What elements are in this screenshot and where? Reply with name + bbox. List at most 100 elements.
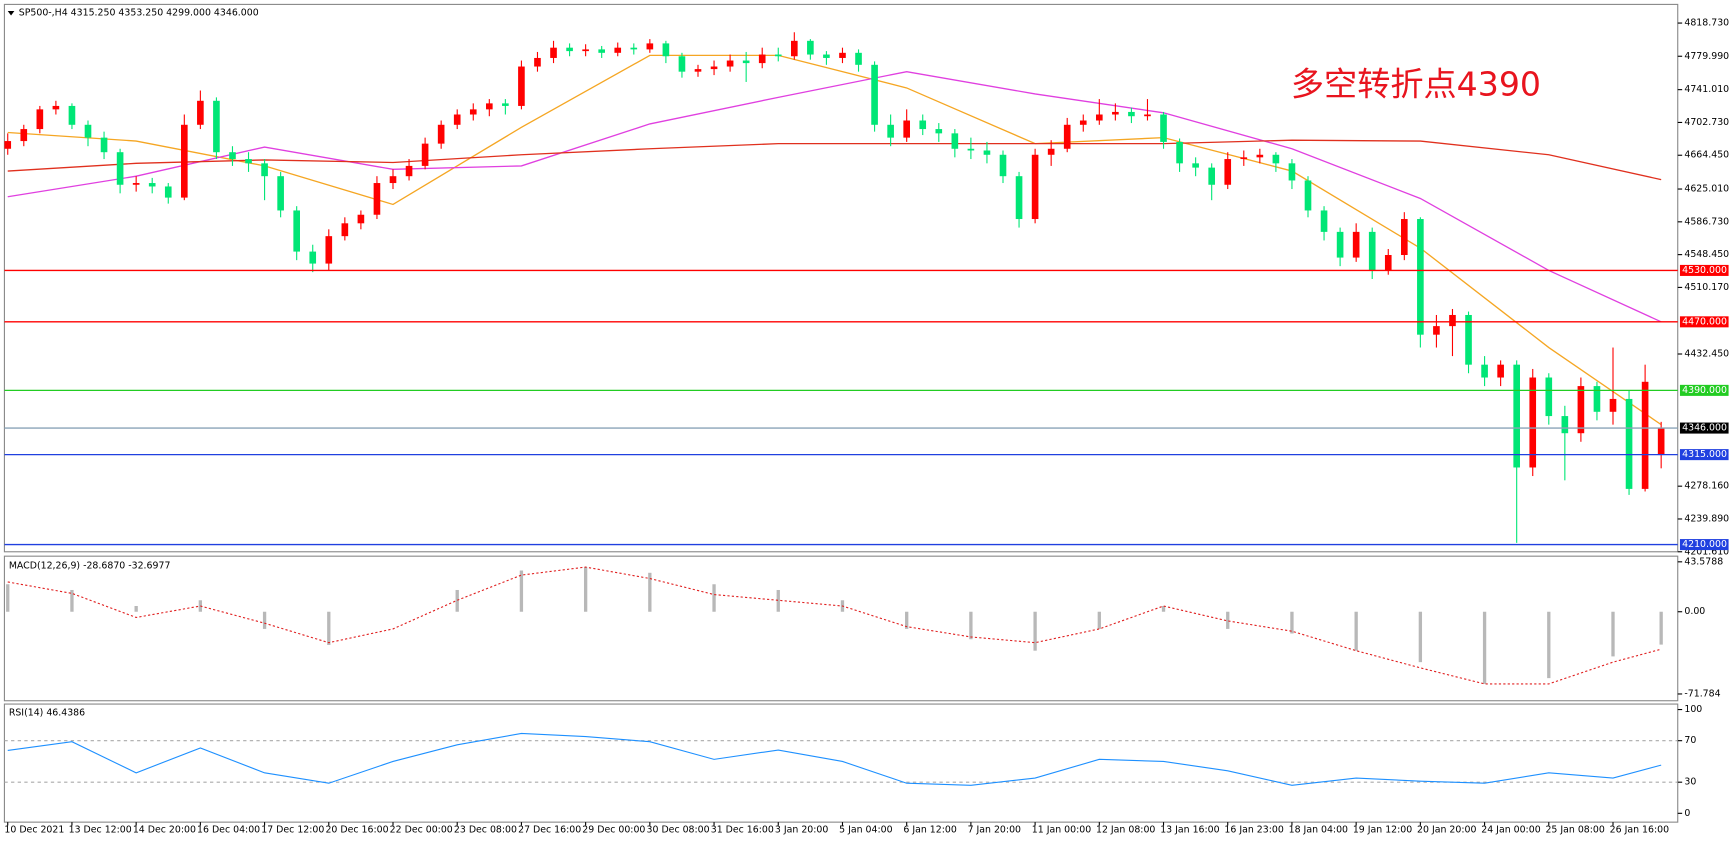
candle-body	[823, 54, 830, 58]
candle-body	[405, 165, 413, 177]
candle-body	[502, 103, 509, 106]
y-tick-label: 4278.160	[1684, 481, 1729, 492]
candle-body	[1288, 163, 1296, 181]
candle-body	[1465, 314, 1472, 365]
macd-title: MACD(12,26,9) -28.6870 -32.6977	[9, 561, 171, 572]
x-tick-label: 18 Jan 04:00	[1289, 824, 1348, 835]
candle-body	[1063, 124, 1071, 149]
candle-body	[309, 251, 317, 264]
x-tick-label: 30 Dec 08:00	[647, 824, 710, 835]
rsi-panel	[3, 703, 1679, 823]
x-tick-label: 14 Dec 20:00	[133, 824, 196, 835]
y-tick-label: 4432.450	[1684, 349, 1729, 360]
y-tick-label: 43.5788	[1684, 556, 1723, 567]
candle-body	[453, 114, 461, 125]
candle-body	[678, 56, 686, 72]
level-tag	[1679, 384, 1729, 396]
candle-body	[1497, 364, 1504, 378]
y-tick-label: 0.00	[1684, 606, 1705, 617]
candle-body	[758, 54, 766, 64]
x-tick-label: 3 Jan 20:00	[775, 824, 828, 835]
candle-body	[1144, 114, 1151, 117]
candle-body	[1449, 314, 1456, 327]
candle-body	[791, 40, 798, 57]
candle-body	[341, 223, 349, 237]
candle-body	[1513, 364, 1521, 468]
candle-body	[1272, 154, 1280, 164]
candle-body	[518, 66, 525, 106]
y-tick-label: 4702.730	[1684, 117, 1729, 128]
macd-panel	[3, 555, 1679, 702]
candle-body	[469, 109, 477, 115]
candle-body	[726, 60, 734, 67]
candle-body	[1031, 154, 1039, 220]
candle-body	[903, 120, 911, 138]
level-tag	[1679, 422, 1729, 434]
y-tick-label: 4239.890	[1684, 513, 1729, 524]
candle-body	[132, 183, 140, 185]
candle-body	[1529, 377, 1537, 468]
candle-body	[1352, 231, 1360, 258]
x-tick-label: 31 Dec 16:00	[711, 824, 774, 835]
x-tick-label: 16 Dec 04:00	[197, 824, 260, 835]
x-tick-label: 16 Jan 23:00	[1224, 824, 1283, 835]
x-tick-label: 26 Jan 16:00	[1610, 824, 1669, 835]
level-tag	[1679, 539, 1729, 551]
candle-body	[983, 150, 991, 155]
candle-body	[1545, 377, 1553, 417]
candle-body	[1433, 326, 1440, 335]
candle-body	[566, 47, 573, 52]
y-tick-label: 4741.010	[1684, 84, 1729, 95]
candle-body	[1577, 386, 1585, 434]
candle-body	[871, 64, 878, 125]
candle-body	[1047, 148, 1055, 155]
y-tick-label: 4779.990	[1684, 51, 1729, 62]
candle-body	[213, 100, 220, 153]
x-tick-label: 22 Dec 00:00	[390, 824, 453, 835]
annotation: 多空转折点4390	[1291, 65, 1541, 104]
candle-body	[1112, 111, 1119, 115]
candle-body	[887, 124, 894, 138]
y-tick-label: 4625.010	[1684, 184, 1729, 195]
candle-body	[710, 66, 718, 70]
y-tick-label: 0	[1684, 808, 1690, 819]
candle-body	[598, 49, 606, 53]
candle-body	[1657, 428, 1665, 455]
level-tag	[1679, 316, 1729, 328]
candle-body	[1079, 120, 1087, 125]
y-tick-label: 100	[1684, 704, 1702, 715]
y-tick-label: -71.784	[1684, 688, 1720, 699]
candle-body	[662, 43, 670, 57]
candle-body	[1481, 364, 1488, 378]
candle-body	[389, 176, 397, 184]
candle-body	[1609, 398, 1617, 412]
candle-body	[293, 210, 301, 252]
x-tick-label: 6 Jan 12:00	[903, 824, 956, 835]
x-tick-label: 7 Jan 20:00	[968, 824, 1021, 835]
candle-body	[550, 47, 557, 58]
candle-body	[36, 109, 44, 130]
candle-body	[486, 103, 493, 110]
candle-body	[839, 52, 846, 58]
x-tick-label: 13 Jan 16:00	[1160, 824, 1219, 835]
y-tick-label: 4510.170	[1684, 282, 1729, 293]
x-tick-label: 17 Dec 12:00	[261, 824, 324, 835]
candle-body	[164, 186, 172, 198]
y-tick-label: 70	[1684, 735, 1696, 746]
candle-body	[1641, 381, 1649, 489]
level-label: 4315.000	[1682, 449, 1727, 460]
candle-body	[1593, 386, 1601, 412]
price-panel	[3, 3, 1679, 553]
x-tick-label: 11 Jan 00:00	[1032, 824, 1091, 835]
level-label: 4346.000	[1682, 423, 1727, 434]
price-title: SP500-,H4 4315.250 4353.250 4299.000 434…	[19, 8, 259, 19]
candle-body	[1368, 231, 1376, 271]
candle-body	[84, 124, 92, 138]
candle-body	[4, 141, 12, 149]
candle-body	[261, 163, 268, 177]
candle-body	[148, 183, 156, 187]
level-tag	[1679, 264, 1729, 276]
level-label: 4470.000	[1682, 316, 1727, 327]
candle-body	[197, 100, 204, 125]
